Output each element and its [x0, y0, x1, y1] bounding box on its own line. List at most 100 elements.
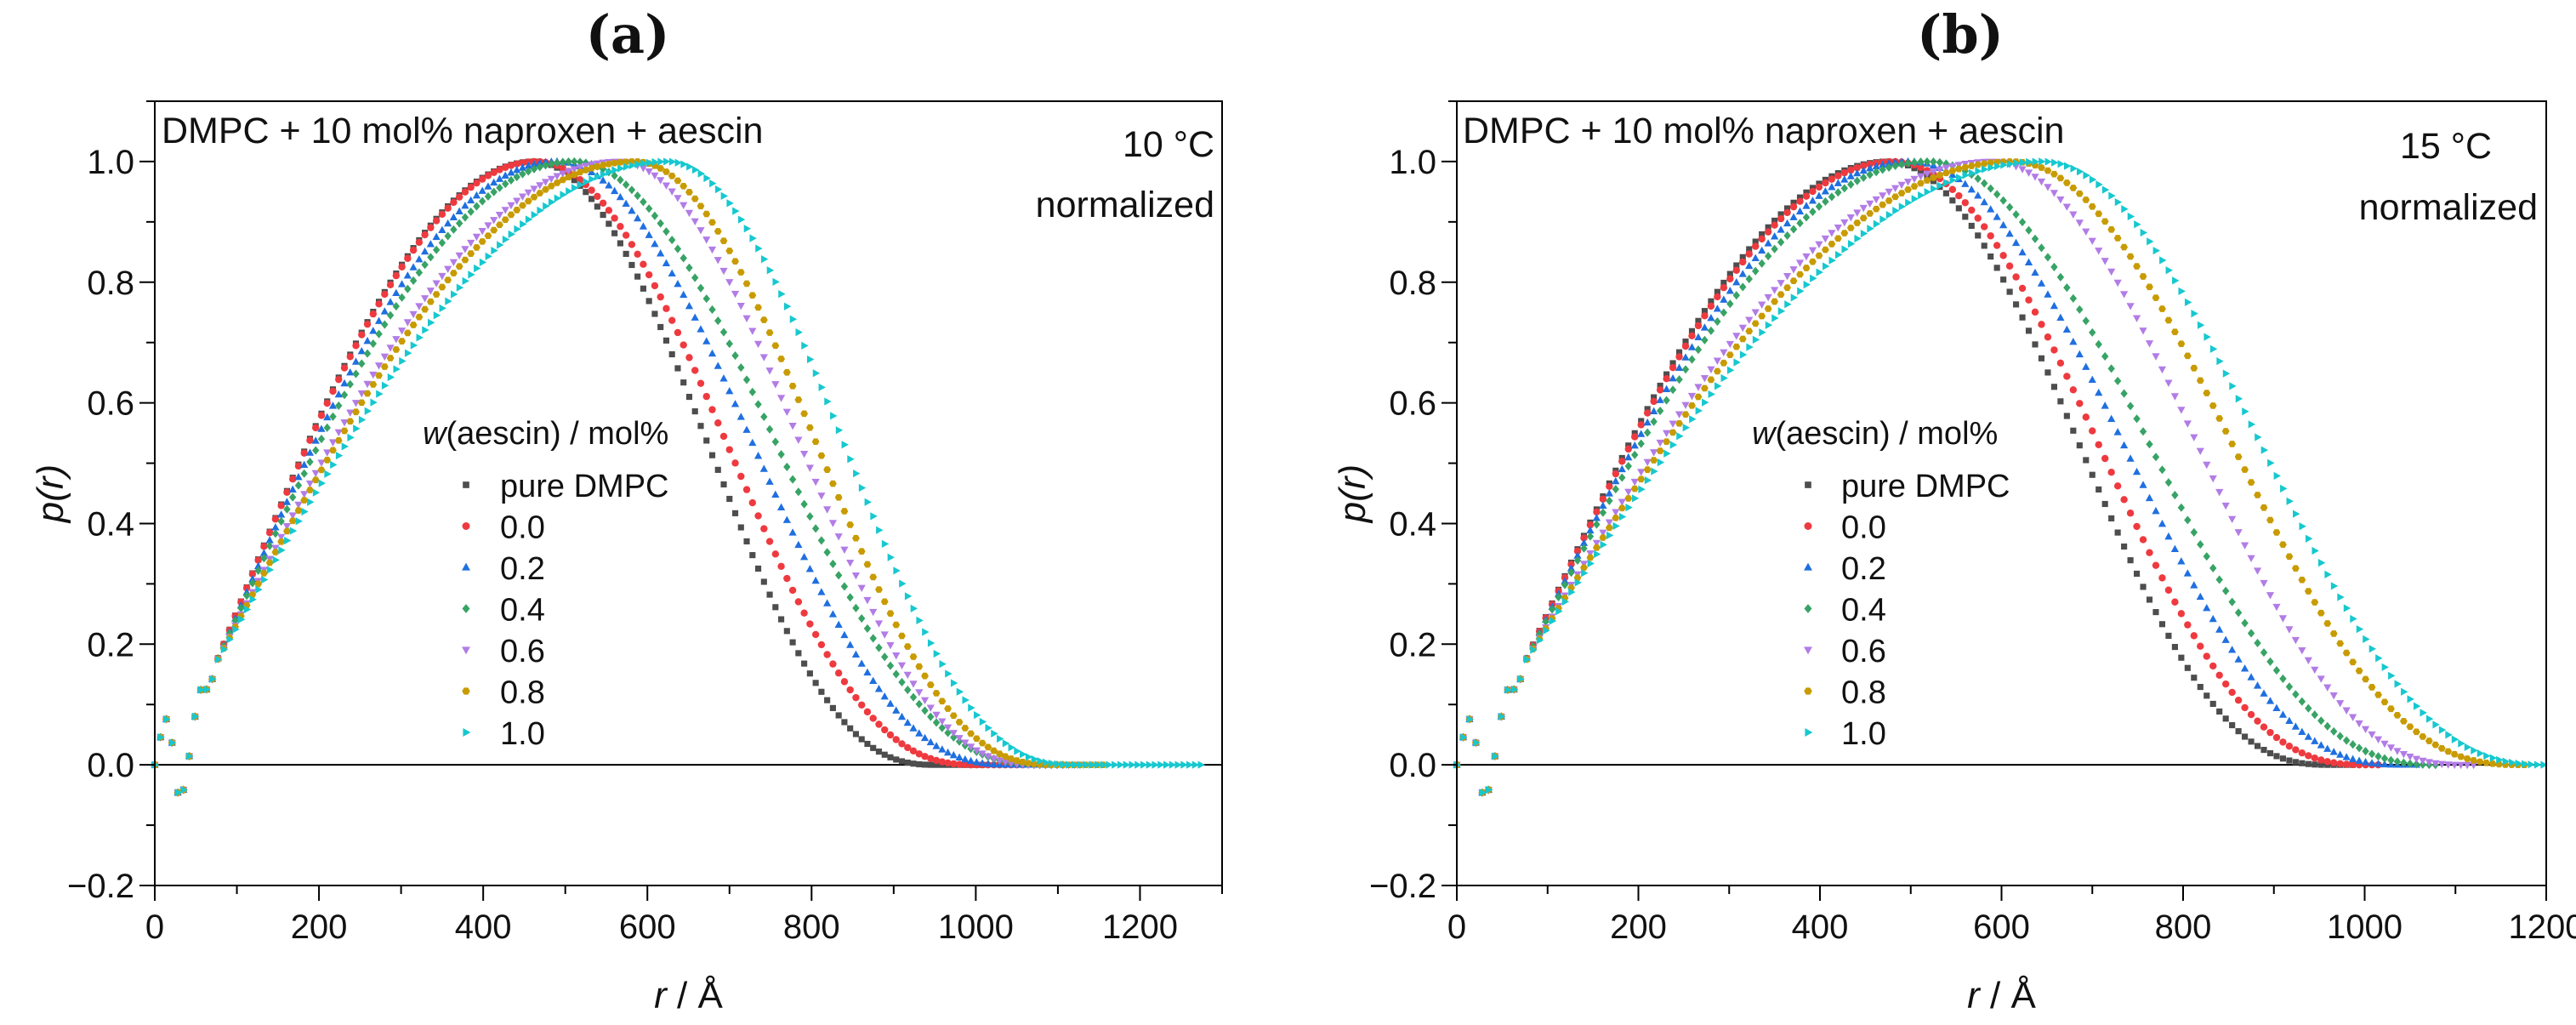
data-point — [461, 188, 469, 196]
data-point — [1631, 494, 1640, 503]
data-point — [513, 207, 521, 214]
data-point — [2229, 721, 2236, 729]
data-point — [455, 252, 463, 260]
data-point — [1897, 160, 1906, 169]
data-point — [863, 596, 872, 605]
x-tick-label: 600 — [1973, 908, 2030, 946]
legend-marker — [462, 687, 470, 695]
data-point — [2221, 428, 2230, 435]
data-point — [662, 305, 670, 312]
data-point — [1840, 175, 1849, 183]
data-point — [1134, 760, 1142, 769]
data-point — [777, 562, 785, 571]
data-point — [2069, 185, 2078, 191]
data-point — [1733, 262, 1740, 269]
data-point — [1594, 550, 1601, 559]
data-point — [259, 549, 269, 556]
data-point — [1663, 449, 1671, 458]
data-point — [2240, 664, 2249, 672]
legend-marker — [463, 481, 469, 488]
data-point — [748, 292, 757, 299]
data-point — [927, 639, 935, 647]
data-point — [2235, 395, 2243, 403]
data-point — [265, 529, 274, 537]
data-point — [944, 705, 952, 712]
data-point — [2279, 755, 2286, 762]
data-point — [909, 692, 918, 702]
data-point — [565, 157, 572, 167]
data-point — [415, 313, 424, 321]
data-point — [484, 191, 492, 201]
data-point — [846, 521, 855, 528]
data-point — [502, 235, 510, 244]
data-point — [449, 259, 458, 266]
data-point — [2488, 760, 2497, 767]
data-point — [2464, 743, 2472, 751]
data-point — [984, 760, 992, 767]
data-point — [2101, 185, 2110, 194]
data-point — [386, 345, 395, 352]
data-point — [2083, 171, 2090, 179]
data-point — [2119, 291, 2129, 299]
data-point — [2279, 738, 2287, 746]
data-point — [771, 342, 780, 350]
data-point — [2228, 688, 2236, 697]
data-point — [1573, 547, 1582, 555]
y-tick-label: 0.8 — [87, 265, 134, 302]
data-point — [840, 678, 849, 686]
data-point — [335, 401, 343, 410]
data-point — [2209, 662, 2217, 670]
data-point — [288, 493, 297, 502]
data-point — [927, 761, 934, 768]
legend-label: 0.4 — [500, 593, 545, 629]
data-point — [2069, 211, 2078, 219]
data-point — [1872, 196, 1880, 204]
data-point — [645, 231, 653, 238]
data-point — [1764, 305, 1772, 312]
data-point — [1885, 162, 1893, 173]
data-point — [1618, 512, 1627, 521]
data-point — [863, 668, 872, 676]
data-point — [990, 760, 998, 768]
data-point — [1930, 157, 1937, 167]
data-point — [2132, 467, 2141, 475]
data-point — [2380, 760, 2389, 768]
data-point — [467, 184, 475, 191]
data-point — [404, 284, 412, 293]
data-point — [794, 396, 803, 403]
data-point — [892, 736, 900, 743]
data-point — [392, 271, 401, 280]
legend-label: 0.8 — [1841, 675, 1886, 711]
data-point — [1618, 473, 1626, 482]
data-point — [2164, 379, 2173, 387]
data-point — [2005, 229, 2014, 237]
data-point — [2431, 760, 2440, 768]
data-point — [2152, 506, 2160, 515]
data-point — [409, 276, 418, 285]
data-point — [857, 548, 866, 555]
data-point — [2107, 364, 2115, 373]
data-point — [530, 193, 538, 201]
data-point — [714, 362, 722, 369]
data-point — [1612, 485, 1620, 494]
data-point — [2323, 758, 2331, 766]
data-point — [1866, 210, 1874, 217]
data-point — [991, 729, 998, 738]
data-point — [1688, 327, 1696, 334]
data-point — [1579, 538, 1589, 546]
data-point — [2254, 638, 2261, 648]
data-point — [1542, 617, 1550, 626]
legend-item: pure DMPC — [1805, 469, 2010, 504]
data-point — [548, 159, 555, 168]
data-point — [1605, 519, 1613, 527]
data-point — [346, 409, 355, 417]
data-point — [1720, 283, 1728, 292]
data-point — [2095, 339, 2102, 349]
data-point — [1638, 485, 1646, 493]
data-point — [398, 263, 406, 270]
data-point — [1599, 495, 1607, 503]
x-tick-label: 1200 — [1102, 908, 1178, 946]
data-point — [1917, 157, 1925, 167]
data-point — [2522, 760, 2529, 768]
